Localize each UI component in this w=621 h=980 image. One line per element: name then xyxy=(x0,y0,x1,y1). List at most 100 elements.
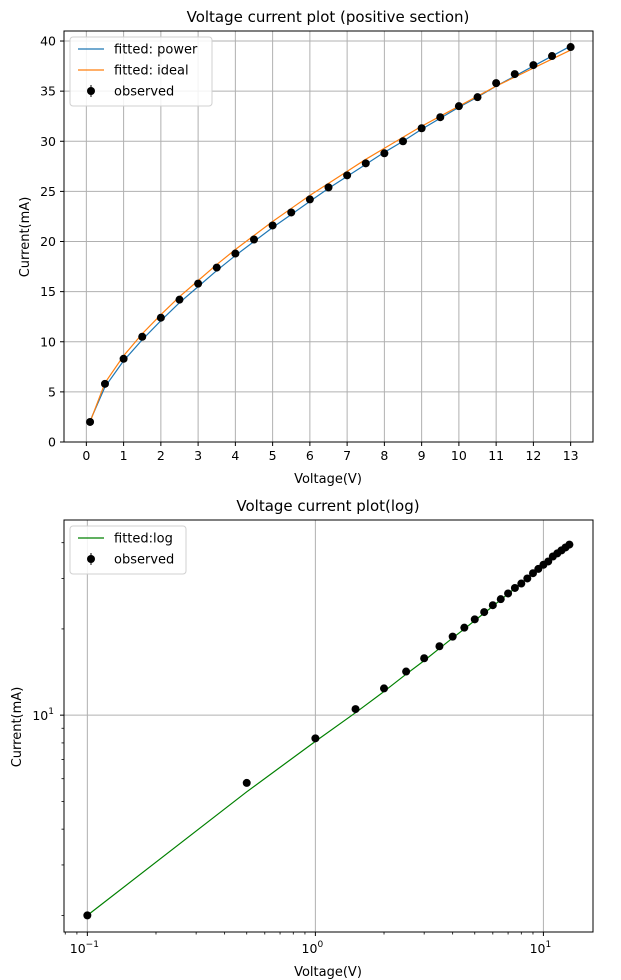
observed-point xyxy=(119,354,128,363)
legend-box xyxy=(69,36,213,107)
legend-label: observed xyxy=(114,85,174,100)
series-line-1 xyxy=(89,49,571,423)
observed-point xyxy=(510,583,519,592)
observed-point xyxy=(231,249,240,258)
tick-base: 10 xyxy=(302,941,318,956)
x-tick-label: 6 xyxy=(306,448,314,463)
observed-point xyxy=(454,102,463,111)
observed-point xyxy=(249,235,258,244)
observed-point xyxy=(242,778,251,787)
x-tick-label: 1 xyxy=(120,448,128,463)
chart-title: Voltage current plot (positive section) xyxy=(187,8,470,26)
tick-exponent: 1 xyxy=(48,707,54,717)
x-tick-label: 100 xyxy=(302,940,324,956)
chart-linear: Voltage current plot (positive section) … xyxy=(18,8,594,487)
x-tick-label: 12 xyxy=(525,448,541,463)
observed-point xyxy=(448,632,457,641)
tick-base: 10 xyxy=(32,708,48,723)
plot-frame xyxy=(63,30,594,443)
observed-point xyxy=(480,608,489,617)
observed-point xyxy=(311,734,320,743)
y-tick-label: 20 xyxy=(40,234,56,249)
tick-base: 10 xyxy=(70,941,86,956)
observed-point xyxy=(399,137,408,146)
legend: fitted:log observed xyxy=(69,525,187,575)
observed-point xyxy=(175,295,184,304)
observed-point xyxy=(361,159,370,168)
legend-marker-swatch xyxy=(87,555,95,563)
observed-point xyxy=(529,61,538,70)
observed-point xyxy=(86,417,95,426)
x-axis-label: Voltage(V) xyxy=(294,965,362,980)
plot-series xyxy=(86,43,575,426)
x-tick-label: 5 xyxy=(269,448,277,463)
x-tick-label: 10 xyxy=(451,448,467,463)
observed-point xyxy=(420,654,429,663)
legend-label: fitted:log xyxy=(114,532,173,547)
x-tick-label: 13 xyxy=(563,448,579,463)
observed-point xyxy=(287,208,296,217)
y-tick-label: 5 xyxy=(48,384,56,399)
observed-point xyxy=(473,93,482,102)
observed-point xyxy=(528,569,537,578)
observed-point xyxy=(510,70,519,79)
x-tick-label: 3 xyxy=(194,448,202,463)
x-tick-label: 9 xyxy=(418,448,426,463)
observed-point xyxy=(436,113,445,122)
observed-point xyxy=(488,601,497,610)
x-tick-label: 11 xyxy=(488,448,504,463)
y-tick-label: 101 xyxy=(32,707,54,723)
observed-point xyxy=(548,52,557,61)
y-tick-label: 35 xyxy=(40,84,56,99)
observed-point xyxy=(517,579,526,588)
grid xyxy=(64,520,593,932)
legend-label: fitted: ideal xyxy=(114,64,189,79)
observed-point xyxy=(380,149,389,158)
observed-point xyxy=(435,642,444,651)
y-tick-label: 40 xyxy=(40,34,56,49)
plot-series xyxy=(83,540,574,920)
observed-point xyxy=(343,171,352,180)
x-tick-label: 0 xyxy=(82,448,90,463)
y-tick-label: 0 xyxy=(48,435,56,450)
observed-point xyxy=(380,684,389,693)
observed-point xyxy=(417,124,426,133)
observed-point xyxy=(305,195,314,204)
plot-frame xyxy=(63,519,594,933)
y-tick-label: 15 xyxy=(40,284,56,299)
x-tick-label: 4 xyxy=(231,448,239,463)
legend-marker-swatch xyxy=(87,87,95,95)
tick-base: 10 xyxy=(530,941,546,956)
observed-point xyxy=(504,589,513,598)
x-tick-label: 101 xyxy=(530,940,552,956)
y-tick-label: 30 xyxy=(40,134,56,149)
legend-label: observed xyxy=(114,553,174,568)
observed-point xyxy=(194,279,203,288)
observed-point xyxy=(523,574,532,583)
observed-point xyxy=(138,332,147,341)
chart-log: Voltage current plot(log) 10−1 100 101101 … xyxy=(10,497,594,980)
observed-point xyxy=(83,911,92,920)
y-axis-label: Current(mA) xyxy=(10,687,25,768)
x-tick-label: 7 xyxy=(343,448,351,463)
legend-label: fitted: power xyxy=(114,43,198,58)
tick-exponent: 0 xyxy=(317,940,323,950)
y-tick-label: 10 xyxy=(40,334,56,349)
tick-exponent: 1 xyxy=(545,940,551,950)
observed-point xyxy=(156,313,165,322)
chart-title: Voltage current plot(log) xyxy=(236,497,419,515)
observed-point xyxy=(212,263,221,272)
y-tick-label: 25 xyxy=(40,184,56,199)
legend: fitted: power fitted: ideal observed xyxy=(69,36,213,107)
observed-point xyxy=(460,623,469,632)
y-axis-label: Current(mA) xyxy=(18,197,33,278)
tick-exponent: −1 xyxy=(86,940,99,950)
observed-point xyxy=(402,667,411,676)
observed-point xyxy=(565,540,574,549)
x-tick-label: 10−1 xyxy=(70,940,99,956)
x-tick-label: 2 xyxy=(157,448,165,463)
x-tick-label: 8 xyxy=(380,448,388,463)
